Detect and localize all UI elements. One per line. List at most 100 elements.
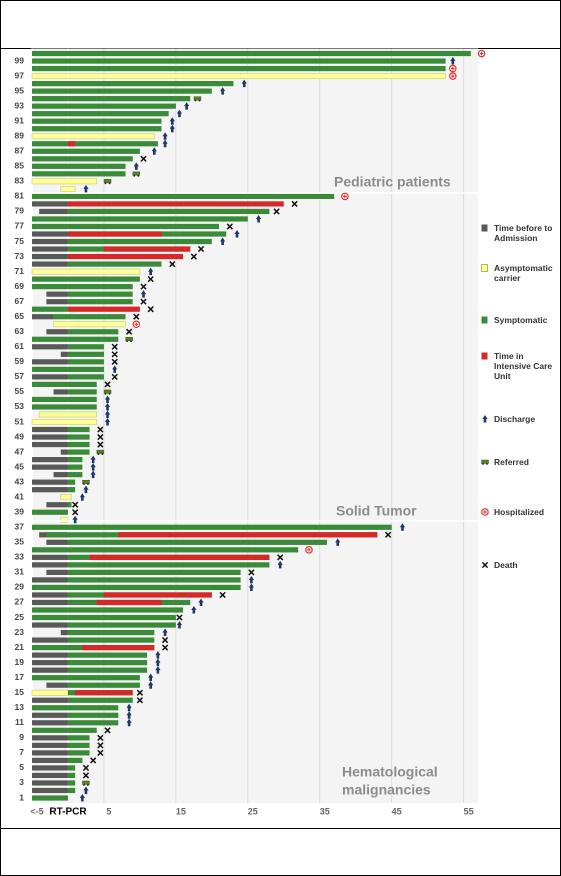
arrow-shape xyxy=(169,117,175,125)
event-marker xyxy=(273,208,280,215)
arrow-shape xyxy=(151,147,157,155)
bar-segment xyxy=(32,366,104,372)
event-marker xyxy=(169,260,176,268)
death-x xyxy=(248,569,255,576)
death-x xyxy=(97,742,104,749)
event-marker xyxy=(481,508,489,516)
event-marker xyxy=(111,343,118,350)
arrow-shape xyxy=(148,681,154,689)
event-marker xyxy=(126,711,132,719)
bar-segment xyxy=(32,584,241,591)
event-marker xyxy=(125,328,133,335)
bar-segment xyxy=(46,569,68,575)
legend-item: Death xyxy=(480,560,558,570)
bar-segment xyxy=(60,629,68,636)
annotation: malignancies xyxy=(342,782,431,798)
y-tick-label: 39 xyxy=(15,506,25,516)
bar-segment xyxy=(75,690,133,696)
event-marker xyxy=(140,290,147,298)
event-marker xyxy=(161,636,169,644)
bar-segment xyxy=(67,208,270,215)
event-marker xyxy=(97,749,104,757)
bar-segment xyxy=(31,689,69,696)
y-tick-label: 43 xyxy=(15,476,25,486)
bar-segment xyxy=(32,65,446,72)
bar-segment xyxy=(32,193,335,199)
event-marker xyxy=(97,742,104,749)
event-marker xyxy=(79,493,85,501)
event-marker xyxy=(104,727,111,734)
arrow-shape xyxy=(335,538,341,546)
bar-segment xyxy=(32,314,54,320)
bar-segment xyxy=(32,795,68,801)
bar-segment xyxy=(32,441,68,448)
wheel xyxy=(101,453,104,455)
arrow-shape xyxy=(148,267,154,276)
bar-segment xyxy=(32,111,169,117)
bar-segment xyxy=(32,253,68,260)
bar-segment xyxy=(32,404,97,410)
bar-segment xyxy=(32,757,68,763)
death-x xyxy=(147,275,154,283)
event-marker xyxy=(248,569,255,576)
event-marker xyxy=(104,381,111,388)
bar-segment xyxy=(32,163,126,169)
event-marker xyxy=(97,433,104,441)
death-x xyxy=(481,561,489,569)
legend-swatch xyxy=(481,264,488,272)
death-x xyxy=(97,433,104,441)
bar-segment xyxy=(67,441,90,448)
arrow-shape xyxy=(162,628,168,637)
wheel xyxy=(83,483,85,486)
bar-segment xyxy=(32,171,126,177)
bar-segment xyxy=(67,464,83,470)
bar-segment xyxy=(32,577,68,583)
death-x xyxy=(111,358,118,365)
event-marker xyxy=(198,598,204,606)
ambulance-body xyxy=(125,337,133,341)
arrow-shape xyxy=(83,485,89,494)
death-x xyxy=(82,764,90,772)
event-marker xyxy=(82,772,90,779)
death-x xyxy=(176,614,183,621)
bar-segment xyxy=(67,765,76,771)
event-marker xyxy=(148,681,154,689)
y-tick-label: 5 xyxy=(19,762,24,772)
bar-segment xyxy=(31,133,155,140)
y-tick-label: 61 xyxy=(15,341,25,351)
bar-segment xyxy=(60,516,69,523)
event-marker xyxy=(477,49,486,58)
legend-color xyxy=(481,264,488,272)
bar-segment xyxy=(67,329,119,335)
y-tick-label: 67 xyxy=(15,296,25,306)
bar-segment xyxy=(32,697,68,703)
bar-segment xyxy=(32,479,68,485)
event-marker xyxy=(147,275,154,283)
bar-segment xyxy=(46,291,68,297)
arrow-shape xyxy=(90,455,96,464)
death-x xyxy=(169,260,176,268)
bar-segment xyxy=(67,426,90,433)
event-marker xyxy=(184,102,190,110)
bar-segment xyxy=(67,577,241,583)
bar-segment xyxy=(67,697,133,703)
bar-segment xyxy=(32,103,176,109)
x-tick-label: 45 xyxy=(392,806,402,816)
event-marker xyxy=(151,147,157,155)
bar-segment xyxy=(32,216,248,222)
y-tick-label: 77 xyxy=(15,221,25,231)
event-marker xyxy=(277,560,283,569)
event-marker xyxy=(133,313,140,320)
bar-segment xyxy=(32,359,68,365)
arrow-shape xyxy=(220,87,226,95)
bar-segment xyxy=(32,727,97,733)
death-x xyxy=(226,223,233,230)
event-marker xyxy=(219,591,226,599)
bar-segment xyxy=(67,735,90,741)
event-marker xyxy=(481,459,489,465)
ambulance-body xyxy=(193,96,202,101)
arrow-shape xyxy=(90,470,96,479)
event-marker xyxy=(111,358,118,365)
bar-segment xyxy=(32,742,68,748)
event-marker xyxy=(155,666,161,674)
